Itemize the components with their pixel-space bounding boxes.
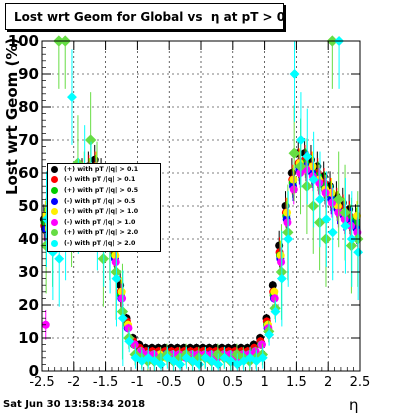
legend-label: (-) with pT /|q| > 1.0 xyxy=(64,218,136,226)
x-tick-label: 2 xyxy=(324,375,332,390)
chart-title-eta: η xyxy=(210,9,220,24)
data-point xyxy=(264,329,275,340)
legend-marker xyxy=(51,229,58,237)
legend-marker xyxy=(51,165,58,173)
legend-entry: (+) with pT /|q| > 0.5 xyxy=(48,185,160,196)
axis-tick-labels: -2.5 -2 -1.5 -1 -0.5 0 0.5 1 1.5 2 2.5 0 10 20 30 40 50 6… xyxy=(8,32,371,390)
y-tick-label: 0 xyxy=(29,362,39,380)
legend-entry: (-) with pT /|q| > 2.0 xyxy=(48,238,160,249)
data-point xyxy=(257,352,268,363)
data-point xyxy=(353,247,364,258)
legend-label: (-) with pT /|q| > 0.1 xyxy=(64,176,136,184)
data-point xyxy=(194,359,205,370)
legend: (+) with pT /|q| > 0.1 (-) with pT /|q| >… xyxy=(47,163,161,252)
legend-entry: (-) with pT /|q| > 0.5 xyxy=(48,196,160,207)
timestamp: Sat Jun 30 13:58:34 2018 xyxy=(3,399,146,410)
x-tick-label: -2 xyxy=(67,375,80,390)
x-tick-label: -1.5 xyxy=(93,375,118,390)
x-tick-label: -2.5 xyxy=(29,375,54,390)
legend-label: (+) with pT /|q| > 2.0 xyxy=(64,229,139,237)
data-point xyxy=(175,359,186,370)
x-tick-label: -1 xyxy=(131,375,144,390)
x-axis-label: η xyxy=(349,396,359,414)
legend-marker xyxy=(51,176,58,184)
data-point xyxy=(67,92,77,103)
legend-entry: (-) with pT /|q| > 0.1 xyxy=(48,175,160,186)
x-tick-label: 1 xyxy=(260,375,268,390)
x-tick-label: 0.5 xyxy=(222,375,243,390)
data-point xyxy=(276,273,287,284)
data-point xyxy=(333,193,345,206)
legend-label: (-) with pT /|q| > 0.5 xyxy=(64,197,136,205)
legend-marker xyxy=(51,239,58,247)
data-point xyxy=(327,198,336,207)
data-point xyxy=(321,214,332,225)
data-point xyxy=(289,69,300,79)
chart-title-tail: at pT > 0.11 xyxy=(223,9,283,24)
data-point xyxy=(308,174,319,185)
chart-title: Lost wrt Geom for Global vs η at pT > 0.… xyxy=(5,3,284,30)
data-point xyxy=(295,135,306,145)
data-point xyxy=(340,220,351,231)
y-tick-label: 20 xyxy=(18,296,39,314)
y-tick-label: 40 xyxy=(18,230,39,248)
y-tick-label: 50 xyxy=(18,197,39,215)
y-tick-label: 80 xyxy=(18,98,39,116)
chart-title-main: Lost wrt Geom for Global vs xyxy=(14,9,203,24)
series-7 xyxy=(41,36,364,371)
data-point xyxy=(156,359,166,370)
legend-entry: (+) with pT /|q| > 2.0 xyxy=(48,228,160,239)
data-point xyxy=(327,227,338,238)
y-tick-label: 100 xyxy=(8,32,39,50)
data-point xyxy=(302,151,313,162)
x-tick-label: 2.5 xyxy=(350,375,371,390)
x-tick-label: 0 xyxy=(197,375,205,390)
y-tick-label: 70 xyxy=(18,131,39,149)
legend-marker xyxy=(51,208,58,216)
legend-label: (+) with pT /|q| > 1.0 xyxy=(64,208,139,216)
data-point xyxy=(288,147,300,159)
data-point xyxy=(283,234,294,244)
y-tick-label: 60 xyxy=(18,164,39,182)
data-point xyxy=(213,359,224,370)
legend-entry: (-) with pT /|q| > 1.0 xyxy=(48,217,160,228)
x-tick-label: 1.5 xyxy=(286,375,307,390)
data-point xyxy=(54,253,65,264)
legend-label: (+) with pT /|q| > 0.1 xyxy=(64,165,139,173)
x-tick-label: -0.5 xyxy=(157,375,182,390)
legend-label: (-) with pT /|q| > 2.0 xyxy=(64,239,136,247)
y-tick-label: 10 xyxy=(18,329,39,347)
legend-marker xyxy=(51,197,58,205)
legend-entry: (+) with pT /|q| > 1.0 xyxy=(48,206,160,217)
data-point xyxy=(268,281,277,290)
data-point xyxy=(270,306,281,317)
y-tick-label: 90 xyxy=(18,65,39,83)
data-point xyxy=(315,194,325,205)
y-axis-label: Lost wrt Geom (%) xyxy=(3,37,21,195)
legend-marker xyxy=(51,186,58,194)
data-point xyxy=(270,287,279,296)
legend-label: (+) with pT /|q| > 0.5 xyxy=(64,186,139,194)
data-point xyxy=(353,211,362,220)
legend-entry: (+) with pT /|q| > 0.1 xyxy=(48,164,160,175)
y-tick-label: 30 xyxy=(18,263,39,281)
legend-marker xyxy=(51,218,58,226)
